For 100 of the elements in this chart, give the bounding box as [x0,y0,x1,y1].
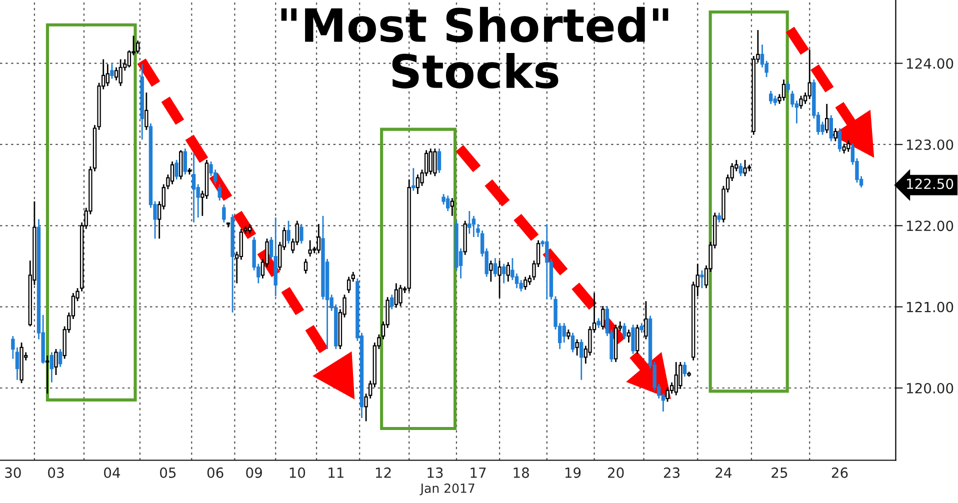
candlestick [144,92,148,131]
candlestick [316,223,321,254]
candlestick [682,361,687,378]
candlestick [842,142,846,154]
candlestick [114,66,118,82]
x-tick-label: 05 [160,467,176,478]
text: "Most Shorted" Stocks [281,6,668,88]
candlestick [174,159,178,180]
candlestick [118,58,122,87]
text: 122.50 [906,178,954,190]
candlestick [398,284,402,307]
candlestick [829,114,833,142]
candlestick [46,354,50,394]
candlestick [717,212,722,224]
candlestick [601,305,605,330]
y-tick-label: 120.00 [906,382,954,394]
candlestick [514,272,519,289]
candlestick [769,90,773,105]
x-tick-label: 06 [207,467,224,478]
candlestick [437,148,442,174]
x-tick-label: 23 [664,467,680,478]
candlestick [54,348,58,376]
candlestick [390,294,394,310]
candlestick [636,324,640,355]
candlestick [218,184,222,202]
candlestick [834,128,838,142]
candlestick [808,48,812,100]
candlestick [799,95,803,110]
candlestick [170,160,174,185]
x-tick-label: 13 [428,467,443,478]
candlestick [136,40,140,54]
candlestick [575,338,579,356]
candlestick [127,50,132,68]
candlestick [666,386,670,402]
candlestick [566,328,570,340]
x-tick-label: 10 [290,467,306,478]
candlestick [790,90,794,108]
x-tick-label: 19 [565,467,581,478]
candlestick [351,271,355,282]
candlestick [50,352,54,384]
candlestick [498,260,502,299]
candlestick [786,80,790,94]
x-tick-label: 17 [470,468,486,478]
candlestick [570,332,575,353]
x-tick-label: 18 [514,467,529,478]
candlestick [433,148,437,177]
candlestick [412,167,416,192]
candlestick [468,210,472,234]
candlestick [562,322,566,344]
candlestick [304,258,308,274]
candlestick [416,174,420,195]
candlestick [106,63,110,87]
candlestick [450,197,454,217]
candlestick [110,63,114,80]
candlestick [472,215,476,238]
x-tick-label: 26 [832,467,848,478]
candlestick [640,322,644,334]
x-tick-label: 11 [328,468,344,478]
candlestick [300,223,304,244]
candlestick [489,260,493,282]
candlestick [626,328,631,344]
y-tick-label: 124.00 [906,58,954,69]
candlestick [248,223,252,234]
candlestick [183,148,188,176]
candlestick [192,152,196,224]
candlestick [58,348,62,368]
candlestick [644,300,648,340]
candlestick [773,95,777,106]
candlestick [596,318,600,329]
candlestick [700,270,704,289]
x-tick-label: 09 [246,467,262,478]
candlestick [502,263,506,284]
candlestick [524,276,528,290]
candlestick [286,220,290,244]
candlestick [545,223,549,300]
candlestick [493,257,498,278]
x-tick-label: 20 [608,467,624,478]
candlestick [743,159,747,177]
x-tick-label: 04 [104,467,120,478]
candlestick [838,128,842,152]
candlestick [308,240,312,258]
candlestick [506,261,510,282]
y-tick-label: 122.00 [906,220,954,232]
x-tick-label: 03 [48,467,64,478]
x-axis-title: Jan 2017 [420,483,474,496]
candlestick [824,103,829,134]
x-tick-label: 12 [376,467,391,478]
candlestick [622,322,626,340]
x-tick-label: 24 [716,467,732,478]
candlestick [346,276,351,294]
candlestick [222,204,226,224]
candlestick [631,324,635,355]
x-tick-label: 30 [5,467,21,478]
y-tick-label: 121.00 [906,302,954,312]
candlestick [782,78,786,102]
candlestick [394,282,398,308]
candlestick [580,338,584,381]
candlestick [738,162,743,177]
x-tick-label: 25 [772,467,788,478]
y-tick-label: 123.00 [906,139,954,150]
